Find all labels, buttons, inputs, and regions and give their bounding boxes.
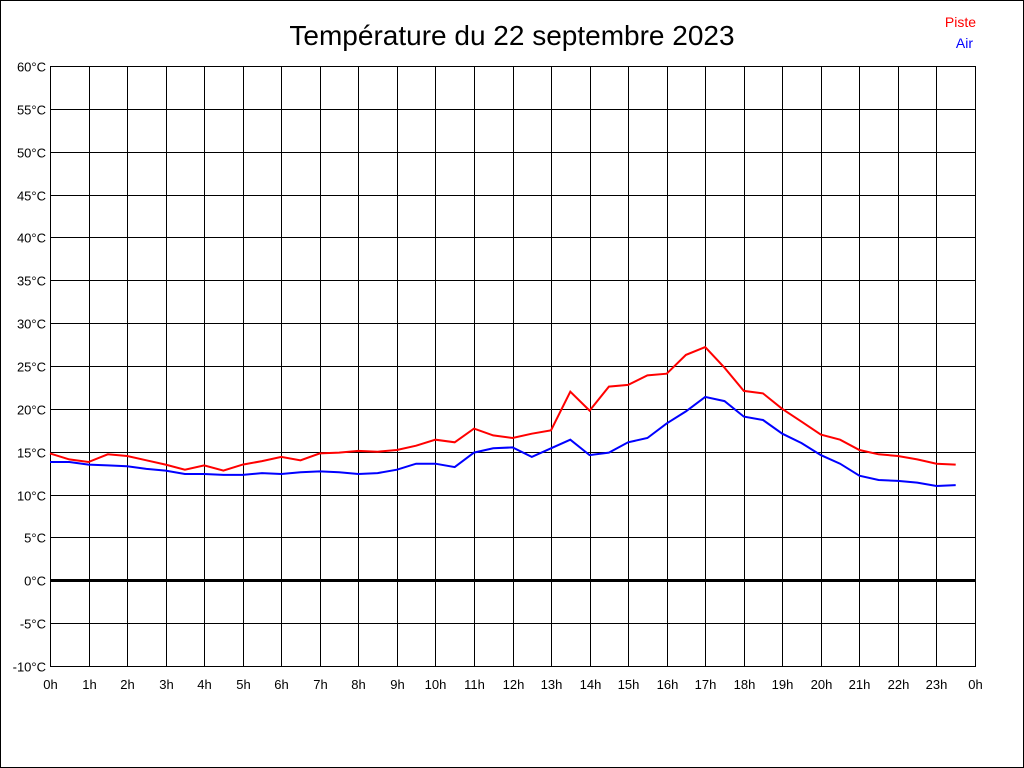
x-tick-label: 15h [618, 677, 640, 692]
y-tick-label: 25°C [17, 360, 46, 375]
legend-piste: Piste [945, 14, 976, 30]
x-tick-label: 4h [197, 677, 211, 692]
y-tick-label: 0°C [24, 574, 46, 589]
y-tick-label: 55°C [17, 103, 46, 118]
x-tick-label: 8h [351, 677, 365, 692]
x-tick-label: 11h [464, 677, 485, 692]
y-tick-label: -10°C [13, 660, 46, 675]
y-tick-label: 45°C [17, 189, 46, 204]
legend-air: Air [956, 35, 973, 51]
y-tick-label: 5°C [24, 531, 46, 546]
x-tick-label: 21h [849, 677, 871, 692]
x-tick-label: 0h [968, 677, 982, 692]
y-tick-label: 10°C [17, 489, 46, 504]
x-tick-label: 19h [772, 677, 794, 692]
series-line-piste [49, 345, 956, 472]
x-tick-label: 3h [159, 677, 173, 692]
x-tick-label: 18h [734, 677, 756, 692]
y-tick-label: 30°C [17, 317, 46, 332]
y-tick-label: 20°C [17, 403, 46, 418]
y-tick-label: 35°C [17, 274, 46, 289]
x-tick-label: 10h [425, 677, 447, 692]
x-tick-label: 23h [926, 677, 948, 692]
x-tick-label: 6h [274, 677, 288, 692]
x-tick-label: 5h [236, 677, 250, 692]
x-tick-label: 9h [390, 677, 404, 692]
series-line-air [50, 395, 956, 488]
x-tick-label: 17h [695, 677, 717, 692]
x-tick-label: 0h [43, 677, 57, 692]
x-tick-label: 16h [657, 677, 679, 692]
y-tick-label: 15°C [17, 446, 46, 461]
x-tick-label: 22h [888, 677, 910, 692]
x-tick-label: 12h [503, 677, 525, 692]
x-tick-label: 1h [82, 677, 96, 692]
x-tick-label: 7h [313, 677, 327, 692]
chart-title: Température du 22 septembre 2023 [289, 20, 734, 51]
x-tick-label: 14h [580, 677, 602, 692]
x-tick-label: 13h [541, 677, 563, 692]
y-tick-label: 60°C [17, 60, 46, 75]
y-tick-label: 50°C [17, 146, 46, 161]
x-tick-label: 20h [811, 677, 833, 692]
y-tick-label: -5°C [20, 617, 46, 632]
y-tick-label: 40°C [17, 231, 46, 246]
x-tick-label: 2h [120, 677, 134, 692]
